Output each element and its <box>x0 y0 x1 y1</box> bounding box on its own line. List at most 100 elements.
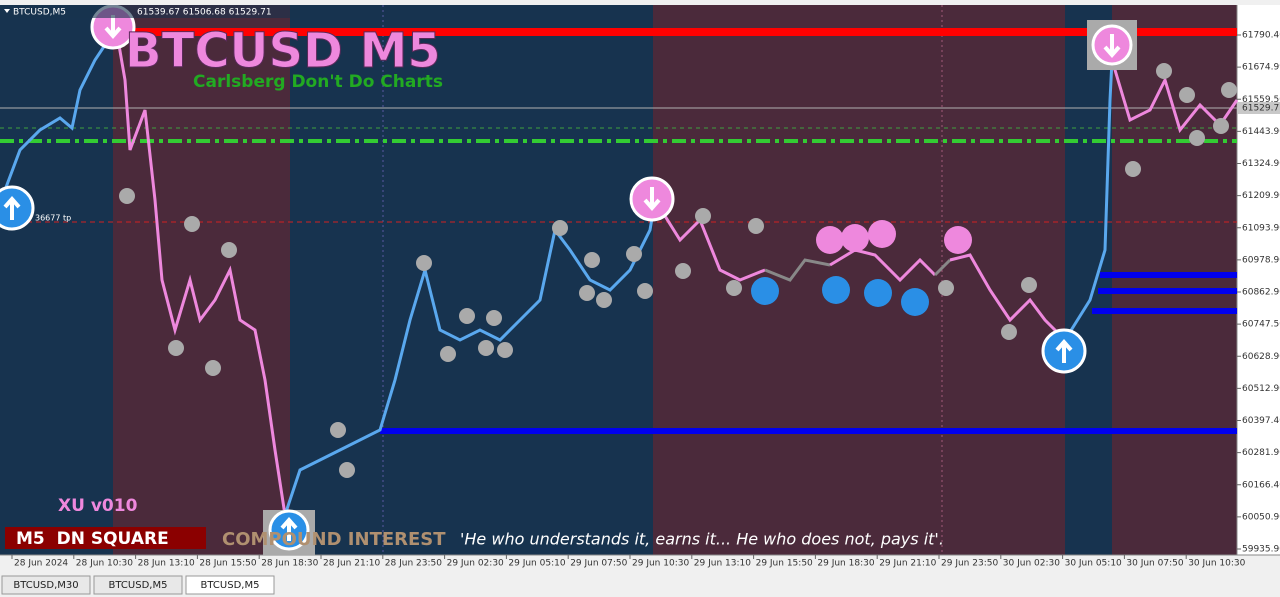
overlay: BTCUSD M5 Carlsberg Don't Do Charts 3667… <box>5 23 944 550</box>
band <box>113 5 290 555</box>
tab[interactable] <box>1 575 91 595</box>
swing-dot <box>440 346 456 362</box>
buy-arrow <box>1041 328 1087 374</box>
tab-label[interactable]: BTCUSD,M30 <box>13 580 78 591</box>
swing-dots <box>119 63 1237 478</box>
band <box>1065 5 1112 555</box>
price-segment <box>283 199 657 516</box>
price-line <box>3 21 1239 516</box>
time-label: 28 Jun 2024 <box>14 559 68 569</box>
price-segment <box>113 21 287 516</box>
swing-dot <box>748 218 764 234</box>
swing-dot <box>486 310 502 326</box>
buy-dot <box>864 279 892 307</box>
price-label: 59935.90 <box>1242 545 1280 555</box>
swing-dot <box>1189 130 1205 146</box>
tab-label[interactable]: BTCUSD,M5 <box>201 580 260 591</box>
overlay-title: BTCUSD M5 <box>125 23 441 79</box>
time-label: 29 Jun 13:10 <box>694 559 751 569</box>
price-label: 60166.40 <box>1242 480 1280 490</box>
swing-dot <box>184 216 200 232</box>
swing-dot <box>1221 82 1237 98</box>
time-label: 28 Jun 21:10 <box>323 559 380 569</box>
swing-dot <box>675 263 691 279</box>
buy-dot <box>822 276 850 304</box>
price-segment <box>653 199 766 282</box>
price-label: 60747.50 <box>1242 320 1280 330</box>
sell-arrow <box>1091 24 1133 66</box>
swing-dot <box>1021 277 1037 293</box>
swing-dot <box>1001 324 1017 340</box>
swing-dot <box>478 340 494 356</box>
swing-dot <box>637 283 653 299</box>
swing-dot <box>695 208 711 224</box>
price-segment <box>949 253 1067 342</box>
symbol: BTCUSD,M5 <box>13 8 66 18</box>
band <box>653 5 1065 555</box>
header-bg <box>0 5 300 18</box>
time-label: 29 Jun 21:10 <box>879 559 936 569</box>
sell-arrow <box>629 176 675 222</box>
time-label: 28 Jun 23:50 <box>385 559 442 569</box>
price-axis-bg <box>1237 5 1280 555</box>
time-label: 29 Jun 23:50 <box>941 559 998 569</box>
swing-dot <box>497 342 513 358</box>
swing-dot <box>552 220 568 236</box>
price-label: 61443.90 <box>1242 127 1280 137</box>
compound-label: COMPOUND INTEREST <box>222 529 446 550</box>
quote: 'He who understands it, earns it... He w… <box>460 530 944 549</box>
price-label: 60512.90 <box>1242 384 1280 394</box>
price-axis: 61790.40 61674.99 61559.50 61443.90 61324.90… <box>1237 31 1280 555</box>
levels <box>0 28 1237 434</box>
time-label: 30 Jun 05:10 <box>1065 559 1122 569</box>
buy-arrow <box>0 185 35 231</box>
price-label: 60281.90 <box>1242 448 1280 458</box>
swing-dot <box>1213 118 1229 134</box>
sell-dot <box>816 226 844 254</box>
time-label: 28 Jun 13:10 <box>138 559 195 569</box>
price-segment <box>3 21 117 191</box>
buy-arrow <box>268 509 310 551</box>
tabs: BTCUSD,M30 BTCUSD,M5 BTCUSD,M5 <box>1 575 275 595</box>
current-price-box <box>1238 102 1280 114</box>
tab[interactable] <box>93 575 183 595</box>
tab[interactable] <box>185 575 275 595</box>
price-segment <box>829 248 937 283</box>
swing-dot <box>938 280 954 296</box>
swing-dot <box>1156 63 1172 79</box>
version: XU v010 <box>58 496 138 516</box>
price-label: 60050.90 <box>1242 512 1280 522</box>
tab-label[interactable]: BTCUSD,M5 <box>109 580 168 591</box>
sell-dot <box>868 220 896 248</box>
swing-dot <box>459 308 475 324</box>
price-label: 61674.99 <box>1242 63 1280 73</box>
price-segment <box>933 258 952 277</box>
buy-dot <box>901 288 929 316</box>
swing-dot <box>119 188 135 204</box>
price-label: 60862.90 <box>1242 288 1280 298</box>
price-label: 61790.40 <box>1242 31 1280 41</box>
sell-dot <box>944 226 972 254</box>
menu-arrow <box>4 9 10 13</box>
swing-dot <box>221 242 237 258</box>
price-label: 61324.90 <box>1242 159 1280 169</box>
swing-dot <box>1179 87 1195 103</box>
swing-dot <box>584 252 600 268</box>
price-label: 61093.90 <box>1242 223 1280 233</box>
time-axis: 28 Jun 2024 28 Jun 10:30 28 Jun 13:10 28 Ju… <box>11 555 1246 569</box>
current-price: 61529.71 <box>1242 104 1280 114</box>
price-label: 60978.90 <box>1242 255 1280 265</box>
swing-dot <box>205 360 221 376</box>
buy-dot <box>751 277 779 305</box>
sell-dot <box>841 224 869 252</box>
price-label: 61209.90 <box>1242 191 1280 201</box>
price-label: 60397.40 <box>1242 416 1280 426</box>
time-label: 29 Jun 02:30 <box>447 559 504 569</box>
time-label: 28 Jun 18:30 <box>261 559 318 569</box>
time-label: 30 Jun 10:30 <box>1188 559 1245 569</box>
swing-dot <box>726 280 742 296</box>
ohlc: 61539.67 61506.68 61529.71 <box>137 8 272 18</box>
price-label: 61559.50 <box>1242 95 1280 105</box>
